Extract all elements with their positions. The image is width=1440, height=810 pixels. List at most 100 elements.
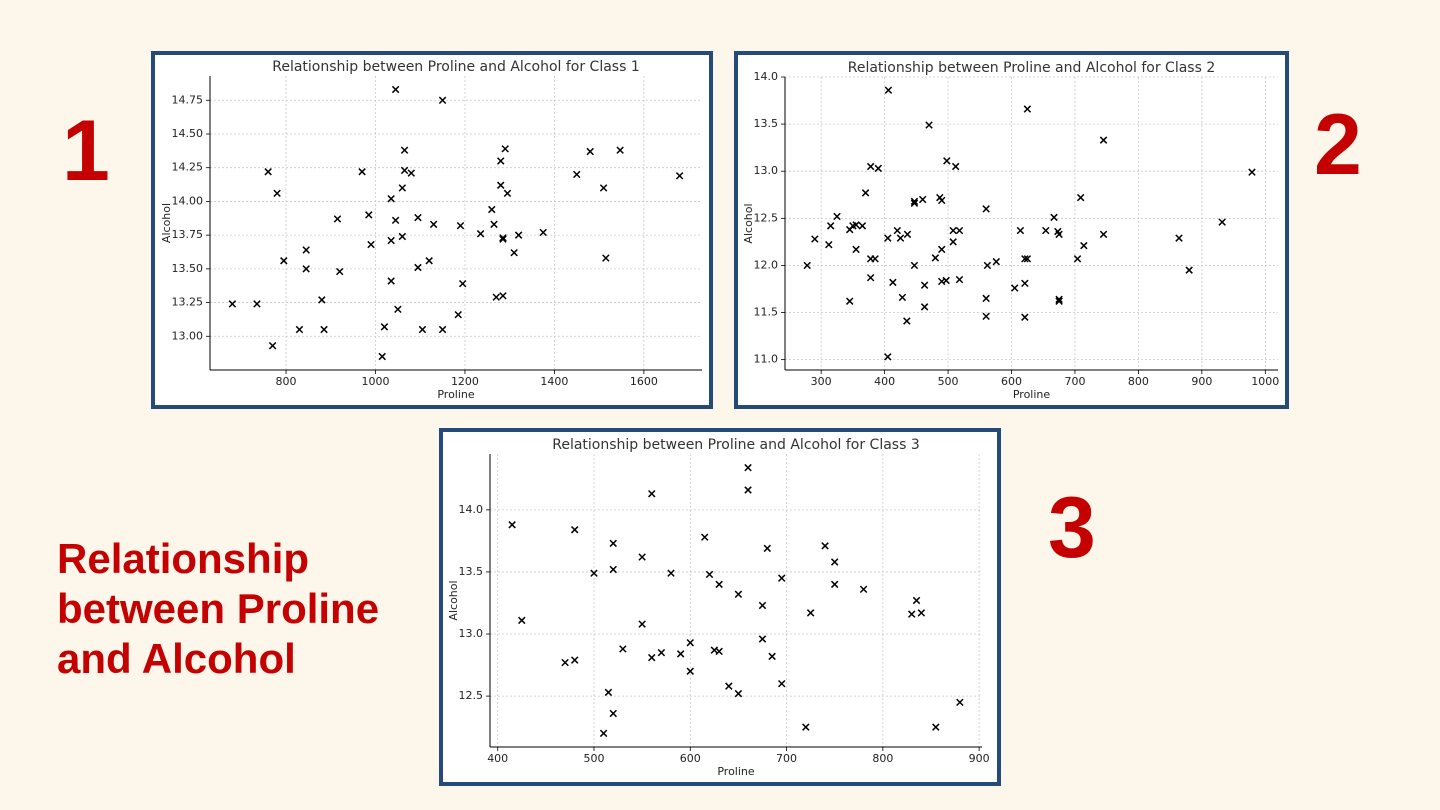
x-tick-label: 800 [1128,375,1149,388]
point [407,169,416,177]
point [937,245,946,254]
point [302,246,310,254]
point [508,521,516,529]
point [871,255,879,263]
point [937,196,946,205]
point [367,240,375,249]
point [619,645,627,653]
point [889,278,897,287]
y-tick-label: 11.5 [754,306,779,319]
point [1055,295,1063,304]
point [573,170,581,179]
point [768,652,776,661]
point [454,310,462,319]
point [700,533,709,541]
point [821,542,829,550]
point [398,232,407,241]
point [715,647,723,656]
point [1016,226,1025,235]
point [514,231,523,239]
point [825,240,833,249]
point [874,164,883,173]
point [917,609,926,617]
point [725,682,733,690]
point [983,261,992,270]
y-axis-label: Alcohol [447,580,460,620]
point [884,234,892,242]
chart-title: Relationship between Proline and Alcohol… [848,60,1216,76]
x-tick-label: 700 [776,752,797,765]
y-tick-label: 14.50 [172,127,204,140]
point [333,215,342,223]
point [570,656,579,664]
point [859,585,868,594]
point [400,166,409,175]
point [861,189,870,197]
point [1023,105,1032,113]
point [744,486,752,494]
x-tick-label: 600 [680,752,701,765]
point [380,323,389,331]
point [893,226,902,235]
point [387,236,395,245]
point [503,189,512,198]
point [898,293,907,302]
point [488,205,496,214]
point [295,325,304,334]
point [734,689,743,698]
y-axis-label: Alcohol [742,203,755,243]
point [302,265,310,273]
point [609,565,617,574]
point [1073,255,1082,263]
x-tick-label: 400 [874,375,895,388]
point [866,162,875,171]
point [387,194,395,203]
point [501,145,509,153]
point [570,526,579,534]
point [268,341,277,350]
point [758,601,767,610]
point [648,653,656,662]
point [833,212,841,221]
point [616,146,624,154]
point [852,245,860,254]
point [253,300,261,308]
point [604,688,613,697]
point [648,489,656,498]
point [943,157,951,165]
point [490,220,498,229]
point [715,580,723,589]
x-tick-label: 600 [1001,375,1022,388]
point [920,303,929,311]
point [365,211,373,219]
point [358,168,366,176]
point [942,276,950,285]
point [955,275,964,284]
point [638,620,646,628]
point [496,181,505,189]
y-tick-label: 12.5 [459,689,484,702]
point [609,709,617,718]
x-tick-label: 500 [938,375,959,388]
point [1248,168,1256,176]
point [907,610,916,618]
point [387,277,395,285]
point [429,220,438,229]
point [675,172,684,180]
point [425,257,433,265]
point [1076,193,1085,202]
y-tick-label: 12.5 [754,211,779,224]
point [499,292,507,300]
card [439,428,1001,786]
y-tick-label: 14.75 [172,93,204,106]
x-tick-label: 800 [872,752,893,765]
point [499,235,507,243]
point [1080,241,1088,250]
point [400,146,409,154]
point [1021,279,1029,288]
point [438,96,447,105]
point [956,698,964,707]
point [499,234,507,242]
y-tick-label: 12.0 [754,258,779,271]
